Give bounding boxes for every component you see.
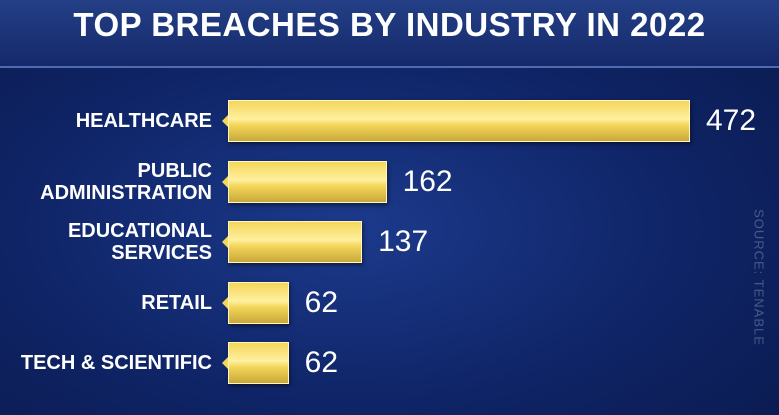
bar-notch <box>222 115 228 127</box>
value-label: 62 <box>304 346 339 379</box>
category-label: EDUCATIONAL SERVICES <box>67 220 212 264</box>
value-label: 62 <box>304 285 339 319</box>
bar <box>228 100 690 142</box>
category-label: TECH & SCIENTIFIC <box>20 352 212 374</box>
bar-notch <box>222 296 228 309</box>
bar <box>228 281 289 324</box>
category-label: PUBLIC ADMINISTRATION <box>40 159 212 204</box>
category-label: RETAIL <box>141 291 212 314</box>
bar-notch <box>222 236 228 248</box>
value-label: 472 <box>706 104 757 137</box>
bar <box>228 342 289 384</box>
bar <box>228 160 387 203</box>
title-band <box>0 0 779 68</box>
value-label: 137 <box>378 225 429 258</box>
source-note: SOURCE: TENABLE <box>751 209 767 346</box>
value-label: 162 <box>402 164 453 198</box>
category-label: HEALTHCARE <box>75 110 212 132</box>
bar-notch <box>222 175 228 188</box>
bar-notch <box>222 357 228 369</box>
bar <box>228 221 363 263</box>
chart-title: TOP BREACHES BY INDUSTRY IN 2022 <box>73 6 706 43</box>
